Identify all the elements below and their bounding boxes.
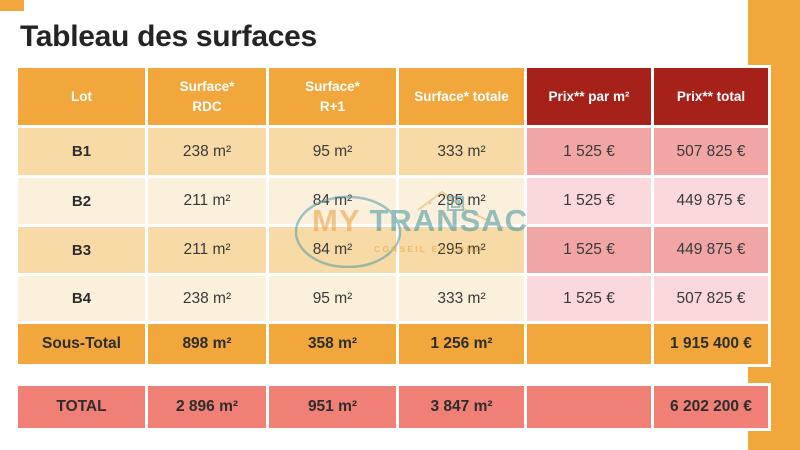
soustotal-prix-par-m2 <box>527 324 651 364</box>
row-b4-surface-r1: 95 m² <box>269 276 396 321</box>
row-b2-surface-r1: 84 m² <box>269 178 396 224</box>
total-prix-par-m2 <box>527 386 651 428</box>
row-b4-prix-par-m2: 1 525 € <box>527 276 651 321</box>
row-b2-lot: B2 <box>18 178 145 224</box>
header-surface-r1: Surface* R+1 <box>269 68 396 125</box>
row-b3-prix-par-m2: 1 525 € <box>527 227 651 273</box>
total-prix-total: 6 202 200 € <box>654 386 768 428</box>
row-b2-prix-par-m2: 1 525 € <box>527 178 651 224</box>
row-b1-lot: B1 <box>18 128 145 175</box>
row-b2-surface-totale: 295 m² <box>399 178 524 224</box>
row-b1-surface-rdc: 238 m² <box>148 128 266 175</box>
row-b2-prix-total: 449 875 € <box>654 178 768 224</box>
row-b3-surface-rdc: 211 m² <box>148 227 266 273</box>
row-b3-prix-total: 449 875 € <box>654 227 768 273</box>
row-b3-lot: B3 <box>18 227 145 273</box>
total-surface-totale: 3 847 m² <box>399 386 524 428</box>
surfaces-table: Lot Surface* RDC Surface* R+1 Surface* tot… <box>15 65 771 367</box>
header-surface-totale: Surface* totale <box>399 68 524 125</box>
row-b4-prix-total: 507 825 € <box>654 276 768 321</box>
row-b4-lot: B4 <box>18 276 145 321</box>
row-b1-prix-par-m2: 1 525 € <box>527 128 651 175</box>
row-b1-surface-r1: 95 m² <box>269 128 396 175</box>
soustotal-surface-rdc: 898 m² <box>148 324 266 364</box>
soustotal-label: Sous-Total <box>18 324 145 364</box>
total-label: TOTAL <box>18 386 145 428</box>
row-b3-surface-totale: 295 m² <box>399 227 524 273</box>
soustotal-prix-total: 1 915 400 € <box>654 324 768 364</box>
top-left-accent-bar <box>0 0 24 11</box>
header-surface-rdc: Surface* RDC <box>148 68 266 125</box>
row-b1-surface-totale: 333 m² <box>399 128 524 175</box>
total-surface-r1: 951 m² <box>269 386 396 428</box>
header-prix-total: Prix** total <box>654 68 768 125</box>
row-b2-surface-rdc: 211 m² <box>148 178 266 224</box>
row-b4-surface-totale: 333 m² <box>399 276 524 321</box>
soustotal-surface-r1: 358 m² <box>269 324 396 364</box>
header-prix-par-m2: Prix** par m² <box>527 68 651 125</box>
row-b4-surface-rdc: 238 m² <box>148 276 266 321</box>
total-surface-rdc: 2 896 m² <box>148 386 266 428</box>
soustotal-surface-totale: 1 256 m² <box>399 324 524 364</box>
page-title: Tableau des surfaces <box>20 20 317 53</box>
total-table: TOTAL 2 896 m² 951 m² 3 847 m² 6 202 200… <box>15 383 771 431</box>
header-lot: Lot <box>18 68 145 125</box>
row-b1-prix-total: 507 825 € <box>654 128 768 175</box>
row-b3-surface-r1: 84 m² <box>269 227 396 273</box>
